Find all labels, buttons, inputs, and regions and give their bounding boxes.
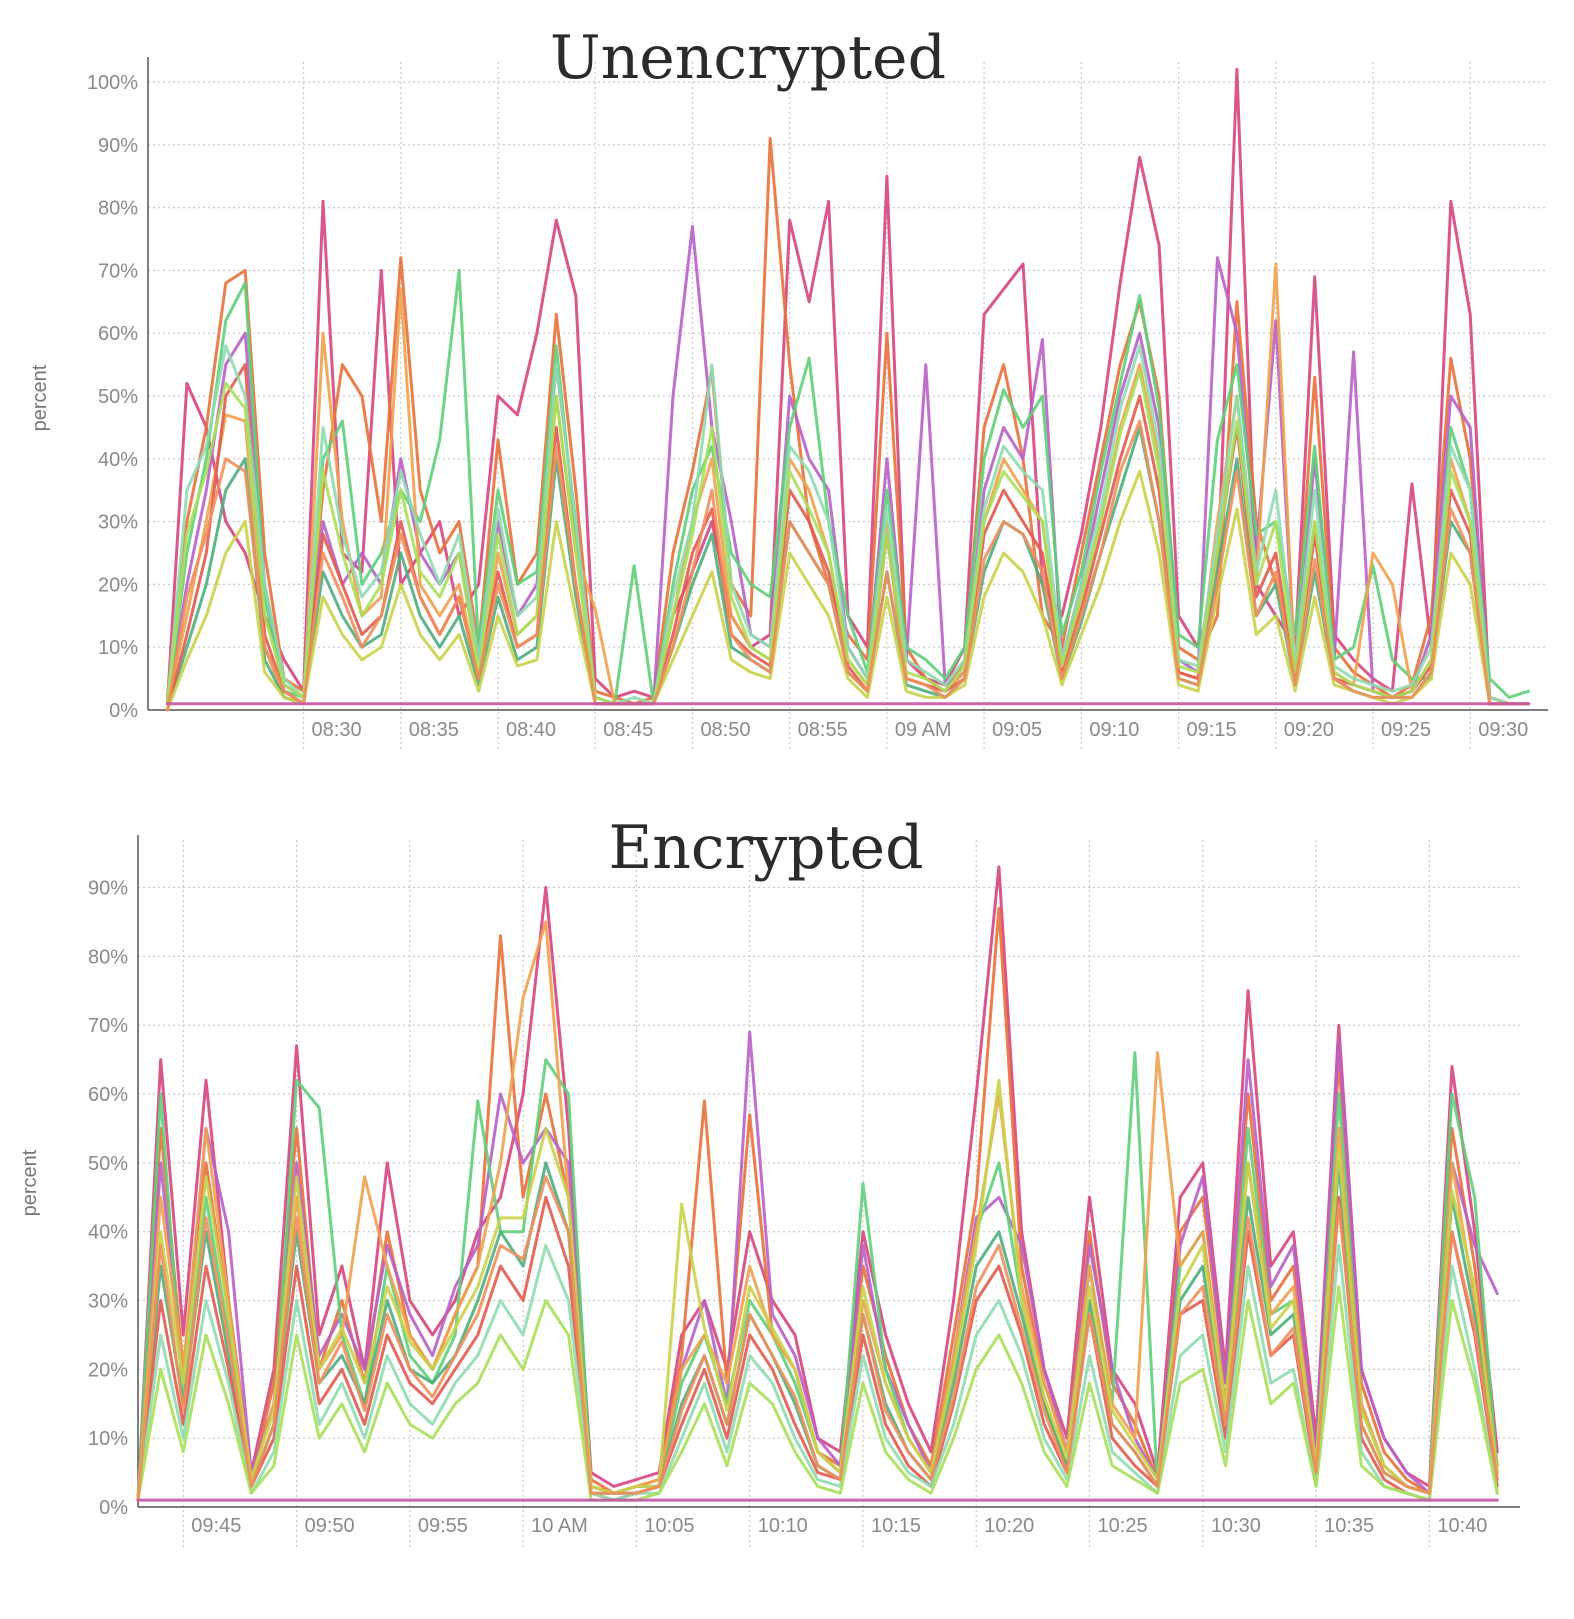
y-tick-label: 60% — [88, 1084, 128, 1106]
series-line — [165, 469, 1531, 712]
x-tick-label: 09:10 — [1089, 719, 1139, 741]
unencrypted-chart: 0% 10% 20% 30% 40% 50% 60% 70% 80% 90% 100% 08:30 08… — [29, 23, 1548, 750]
series-line — [136, 920, 1499, 1502]
y-tick-label: 80% — [88, 946, 128, 968]
x-tick-label: 08:35 — [409, 719, 459, 741]
x-tick-label: 09:25 — [1381, 719, 1431, 741]
x-tick-label: 09:45 — [191, 1515, 241, 1537]
x-tick-label: 09:50 — [305, 1515, 355, 1537]
y-tick-label: 90% — [98, 135, 138, 157]
x-tick-label: 09:05 — [992, 719, 1042, 741]
x-tick-label: 10:30 — [1211, 1515, 1261, 1537]
encrypted-chart: 0% 10% 20% 30% 40% 50% 60% 70% 80% 90% 09:45 09:50 0… — [19, 813, 1520, 1547]
x-tick-label: 10:40 — [1437, 1515, 1487, 1537]
x-tick-label: 09:30 — [1478, 719, 1528, 741]
x-tick-label: 09:20 — [1284, 719, 1334, 741]
y-tick-label: 30% — [98, 512, 138, 534]
x-tick-label: 10 AM — [531, 1515, 588, 1537]
chart-title: Encrypted — [608, 813, 923, 883]
series-line — [136, 906, 1499, 1502]
x-tick-label: 10:15 — [871, 1515, 921, 1537]
y-tick-label: 90% — [88, 878, 128, 900]
series-line — [165, 419, 1531, 712]
series-line — [136, 1078, 1499, 1502]
x-tick-label: 10:05 — [644, 1515, 694, 1537]
y-axis-label: percent — [29, 364, 51, 431]
x-tick-label: 09:55 — [418, 1515, 468, 1537]
y-tick-label: 70% — [98, 260, 138, 282]
y-tick-label: 40% — [88, 1222, 128, 1244]
x-tick-label: 08:50 — [700, 719, 750, 741]
x-tick-label: 09 AM — [895, 719, 952, 741]
y-axis-label: percent — [19, 1149, 41, 1216]
y-tick-label: 80% — [98, 198, 138, 220]
x-tick-label: 09:15 — [1187, 719, 1237, 741]
x-tick-label: 08:30 — [312, 719, 362, 741]
y-tick-label: 50% — [98, 386, 138, 408]
y-tick-label: 60% — [98, 323, 138, 345]
y-tick-label: 40% — [98, 449, 138, 471]
y-tick-label: 0% — [109, 700, 138, 722]
x-tick-label: 10:25 — [1098, 1515, 1148, 1537]
series-line — [136, 1243, 1499, 1502]
series-line — [136, 1030, 1499, 1502]
y-tick-label: 20% — [88, 1359, 128, 1381]
series-line — [136, 1175, 1499, 1502]
y-tick-label: 30% — [88, 1291, 128, 1313]
x-tick-label: 10:10 — [758, 1515, 808, 1537]
y-tick-label: 0% — [99, 1497, 128, 1519]
y-tick-label: 70% — [88, 1015, 128, 1037]
y-tick-label: 10% — [88, 1428, 128, 1450]
x-tick-label: 08:45 — [603, 719, 653, 741]
chart-title: Unencrypted — [550, 23, 946, 93]
series-line — [136, 1285, 1499, 1502]
encrypted-chart-panel: 0% 10% 20% 30% 40% 50% 60% 70% 80% 90% 09:45 09:50 0… — [0, 810, 1574, 1619]
y-tick-label: 10% — [98, 637, 138, 659]
x-tick-label: 08:55 — [798, 719, 848, 741]
x-tick-label: 10:35 — [1324, 1515, 1374, 1537]
x-tick-label: 08:40 — [506, 719, 556, 741]
y-tick-label: 50% — [88, 1153, 128, 1175]
y-tick-label: 20% — [98, 574, 138, 596]
unencrypted-chart-panel: 0% 10% 20% 30% 40% 50% 60% 70% 80% 90% 100% 08:30 08… — [0, 0, 1574, 800]
y-tick-label: 100% — [87, 72, 138, 94]
series-line — [165, 369, 1531, 706]
series-line — [165, 344, 1531, 706]
x-tick-label: 10:20 — [984, 1515, 1034, 1537]
